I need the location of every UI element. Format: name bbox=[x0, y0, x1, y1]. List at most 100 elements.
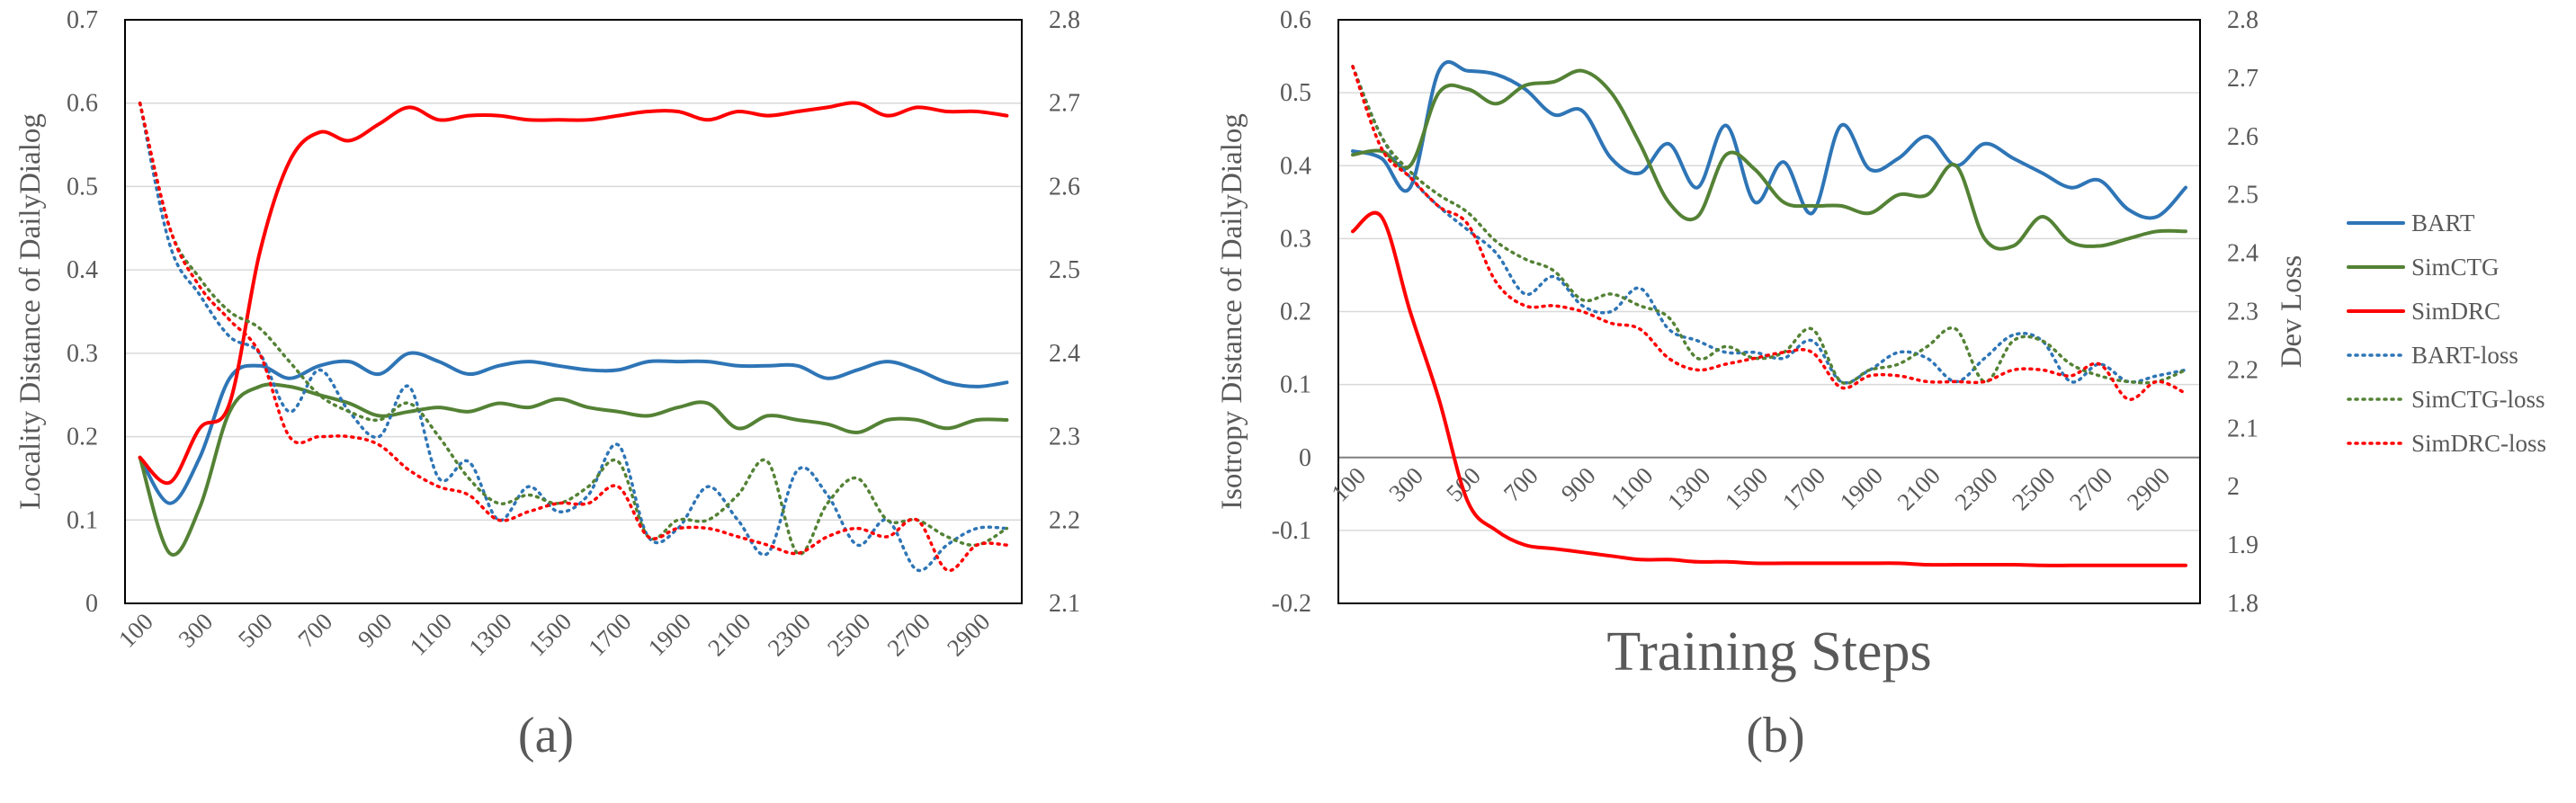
y2-tick-label: 2.7 bbox=[1049, 90, 1080, 118]
y2-tick-label: 2.3 bbox=[2227, 299, 2258, 326]
y2-tick-label: 2.1 bbox=[1049, 590, 1080, 618]
y2-tick-label: 1.8 bbox=[2227, 590, 2258, 618]
series-line-a-bart bbox=[138, 351, 1009, 505]
legend-label: SimCTG bbox=[2411, 254, 2500, 281]
x-tick-label: 900 bbox=[1556, 462, 1601, 507]
series-line-b-simctg bbox=[1351, 68, 2187, 251]
x-tick-label: 1300 bbox=[1662, 462, 1715, 515]
x-tick-label: 2100 bbox=[1892, 462, 1945, 515]
series-line-a-simctg bbox=[138, 382, 1009, 558]
legend-item: SimCTG-loss bbox=[2347, 386, 2545, 413]
series-line-a-simdrc bbox=[138, 101, 1009, 486]
y-tick-label: -0.2 bbox=[1272, 590, 1311, 618]
x-tick-label: 1700 bbox=[583, 608, 636, 661]
x-tick-label: 700 bbox=[1498, 462, 1543, 507]
y-tick-label: 0.7 bbox=[67, 6, 98, 34]
legend-item: SimDRC-loss bbox=[2347, 430, 2546, 457]
x-tick-label: 700 bbox=[292, 608, 337, 653]
y-tick-label: 0.4 bbox=[67, 256, 98, 284]
y-tick-label: 0 bbox=[1299, 444, 1311, 472]
x-tick-label: 1100 bbox=[405, 608, 458, 661]
series-line-a-simctg-loss bbox=[138, 101, 1009, 556]
x-tick-label: 2500 bbox=[822, 608, 875, 661]
plot-border bbox=[124, 19, 1023, 604]
y-axis-label: Isotropy Distance of DailyDialog bbox=[1216, 113, 1248, 510]
x-tick-label: 1300 bbox=[463, 608, 516, 661]
series-line-b-simctg-loss bbox=[1351, 65, 2187, 385]
x-tick-label: 900 bbox=[353, 608, 398, 653]
legend-label: BART-loss bbox=[2411, 342, 2518, 369]
x-axis-label: Training Steps bbox=[1606, 621, 1931, 683]
x-tick-label: 2700 bbox=[882, 608, 935, 661]
y2-tick-label: 2.6 bbox=[1049, 173, 1080, 201]
x-tick-label: 1700 bbox=[1777, 462, 1830, 515]
legend-item: BART-loss bbox=[2347, 342, 2518, 369]
legend: BART SimCTG SimDRC BART-loss SimCTG-loss SimD… bbox=[2347, 210, 2546, 457]
y2-axis-label: Dev Loss bbox=[2276, 255, 2308, 369]
plot-border bbox=[1337, 19, 2201, 604]
y2-tick-label: 2.8 bbox=[1049, 6, 1080, 34]
x-tick-label: 1900 bbox=[1835, 462, 1888, 515]
series-line-b-bart-loss bbox=[1351, 65, 2187, 385]
y2-tick-label: 2.7 bbox=[2227, 65, 2258, 93]
panel-label: (b) bbox=[1746, 708, 1804, 763]
y2-tick-label: 2.4 bbox=[2227, 240, 2258, 268]
series-line-b-bart bbox=[1351, 59, 2187, 220]
y2-tick-label: 2.5 bbox=[1049, 256, 1080, 284]
x-tick-label: 1500 bbox=[523, 608, 577, 661]
y-tick-label: 0 bbox=[85, 590, 98, 618]
series-line-a-bart-loss bbox=[138, 101, 1009, 573]
x-tick-label: 2900 bbox=[942, 608, 995, 661]
y2-tick-label: 2 bbox=[2227, 473, 2240, 501]
x-tick-label: 500 bbox=[233, 608, 278, 653]
y-axis-label: Locality Distance of DailyDialog bbox=[14, 113, 47, 510]
x-tick-label: 2900 bbox=[2122, 462, 2175, 515]
y-tick-label: 0.4 bbox=[1280, 152, 1311, 180]
series-line-b-simdrc-loss bbox=[1351, 65, 2187, 401]
y2-tick-label: 2.2 bbox=[2227, 356, 2258, 384]
x-tick-label: 300 bbox=[173, 608, 218, 653]
x-tick-label: 2300 bbox=[763, 608, 816, 661]
y-tick-label: 0.5 bbox=[67, 173, 98, 201]
y-tick-label: 0.6 bbox=[67, 90, 98, 118]
y-tick-label: 0.1 bbox=[1280, 371, 1311, 399]
y2-tick-label: 2.8 bbox=[2227, 6, 2258, 34]
legend-item: SimDRC bbox=[2347, 298, 2500, 325]
x-tick-label: 100 bbox=[113, 608, 158, 653]
y-tick-label: 0.3 bbox=[1280, 225, 1311, 253]
x-tick-label: 2700 bbox=[2064, 462, 2117, 515]
x-tick-label: 1900 bbox=[643, 608, 696, 661]
y2-tick-label: 2.3 bbox=[1049, 424, 1080, 451]
x-tick-label: 2100 bbox=[702, 608, 756, 661]
y-tick-label: 0.2 bbox=[67, 424, 98, 451]
y-tick-label: 0.5 bbox=[1280, 79, 1311, 107]
y2-tick-label: 2.4 bbox=[1049, 340, 1080, 368]
x-tick-label: 100 bbox=[1326, 462, 1371, 507]
x-tick-label: 2500 bbox=[2007, 462, 2060, 515]
series-line-b-simdrc bbox=[1351, 210, 2187, 567]
legend-label: SimDRC bbox=[2411, 298, 2500, 325]
legend-label: BART bbox=[2411, 210, 2475, 236]
y-tick-label: 0.2 bbox=[1280, 299, 1311, 326]
legend-label: SimDRC-loss bbox=[2411, 430, 2546, 457]
legend-item: BART bbox=[2347, 210, 2475, 236]
y2-tick-label: 1.9 bbox=[2227, 531, 2258, 559]
series-line-a-simdrc-loss bbox=[138, 101, 1009, 572]
x-tick-label: 300 bbox=[1383, 462, 1428, 507]
x-tick-label: 1500 bbox=[1720, 462, 1773, 515]
y-tick-label: -0.1 bbox=[1272, 517, 1311, 545]
y2-tick-label: 2.5 bbox=[2227, 182, 2258, 210]
x-tick-label: 2300 bbox=[1949, 462, 2002, 515]
y-tick-label: 0.3 bbox=[67, 340, 98, 368]
x-tick-label: 1100 bbox=[1606, 462, 1659, 515]
y2-tick-label: 2.6 bbox=[2227, 123, 2258, 151]
y-tick-label: 0.1 bbox=[67, 506, 98, 534]
panel-label: (a) bbox=[518, 708, 574, 763]
y-tick-label: 0.6 bbox=[1280, 6, 1311, 34]
y2-tick-label: 2.1 bbox=[2227, 415, 2258, 442]
panel-a: 0 0.1 0.2 0.3 0.4 0.5 0.6 0.7 2.1 2.2 2.3 2.4 2.5 2.6… bbox=[14, 6, 1080, 763]
legend-item: SimCTG bbox=[2347, 254, 2500, 281]
legend-label: SimCTG-loss bbox=[2411, 386, 2545, 413]
y2-tick-label: 2.2 bbox=[1049, 506, 1080, 534]
